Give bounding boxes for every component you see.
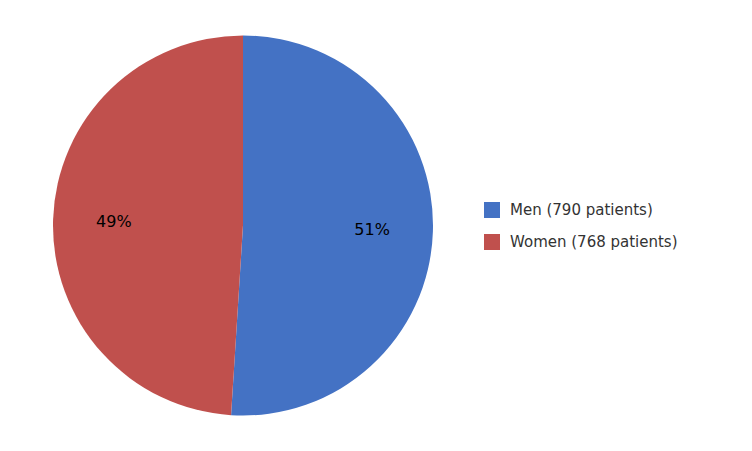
html-text:Men (790 patients): Men (790 patients) bbox=[510, 200, 653, 219]
html-text:Women (768 patients): Women (768 patients) bbox=[510, 232, 678, 251]
svg-text:49%: 49% bbox=[96, 212, 132, 231]
svg-text:51%: 51% bbox=[354, 220, 390, 239]
